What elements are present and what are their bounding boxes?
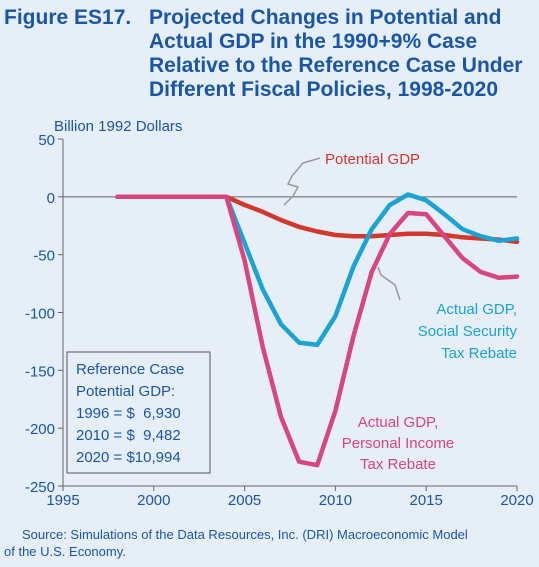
- annotations: Potential GDP Actual GDP, Social Security T…: [66, 151, 518, 474]
- reference-box-line: 2010 = $ 9,482: [76, 427, 181, 444]
- source-note: Source: Simulations of the Data Resource…: [4, 526, 536, 560]
- y-tick-label: 0: [47, 190, 55, 207]
- x-tick-label: 2015: [410, 492, 443, 509]
- reference-box-line: 1996 = $ 6,930: [76, 405, 181, 422]
- x-tick-label: 1995: [46, 492, 79, 509]
- reference-case-box: [66, 351, 211, 474]
- pi-label-line: Actual GDP,: [358, 414, 439, 431]
- y-tick-label: 50: [38, 132, 55, 149]
- title-line-2: Actual GDP in the 1990+9% Case: [149, 30, 478, 53]
- figure-label: Figure ES17.: [4, 6, 132, 29]
- x-tick-label: 2005: [228, 492, 261, 509]
- series-line-1: [115, 194, 520, 245]
- reference-box-line: Potential GDP:: [76, 383, 175, 400]
- pi-label-line: Personal Income: [342, 435, 455, 452]
- y-tick-label: -150: [25, 363, 55, 380]
- pi-label-line: Tax Rebate: [360, 456, 436, 473]
- source-line-2: of the U.S. Economy.: [4, 544, 126, 559]
- series: [115, 192, 520, 468]
- source-line-1: Source: Simulations of the Data Resource…: [22, 527, 468, 542]
- reference-box-line: Reference Case: [76, 361, 184, 378]
- figure-title-lines: Projected Changes in Potential and Actua…: [149, 6, 534, 102]
- x-tick-label: 2000: [137, 492, 170, 509]
- ss-label-line: Actual GDP,: [436, 301, 517, 318]
- y-tick-label: -200: [25, 421, 55, 438]
- ss-leader-line: [377, 266, 401, 301]
- ss-label-line: Social Security: [418, 323, 518, 340]
- series-line-2: [115, 192, 520, 348]
- title-line-4: Different Fiscal Policies, 1998-2020: [149, 78, 499, 101]
- reference-box-line: 2020 = $10,994: [76, 449, 181, 466]
- y-tick-label: -100: [25, 306, 55, 323]
- y-tick-label: -250: [25, 479, 55, 496]
- y-tick-label: -50: [33, 248, 55, 265]
- series-line-3: [115, 194, 520, 468]
- x-tick-label: 2010: [319, 492, 352, 509]
- potential-leader-line: [283, 157, 321, 206]
- title-line-3: Relative to the Reference Case Under: [149, 54, 523, 77]
- ss-label-line: Tax Rebate: [441, 345, 517, 362]
- x-tick-label: 2020: [500, 492, 533, 509]
- potential-gdp-label: Potential GDP: [325, 151, 420, 168]
- y-axis-label: Billion 1992 Dollars: [54, 118, 182, 135]
- title-line-1: Projected Changes in Potential and: [149, 6, 502, 29]
